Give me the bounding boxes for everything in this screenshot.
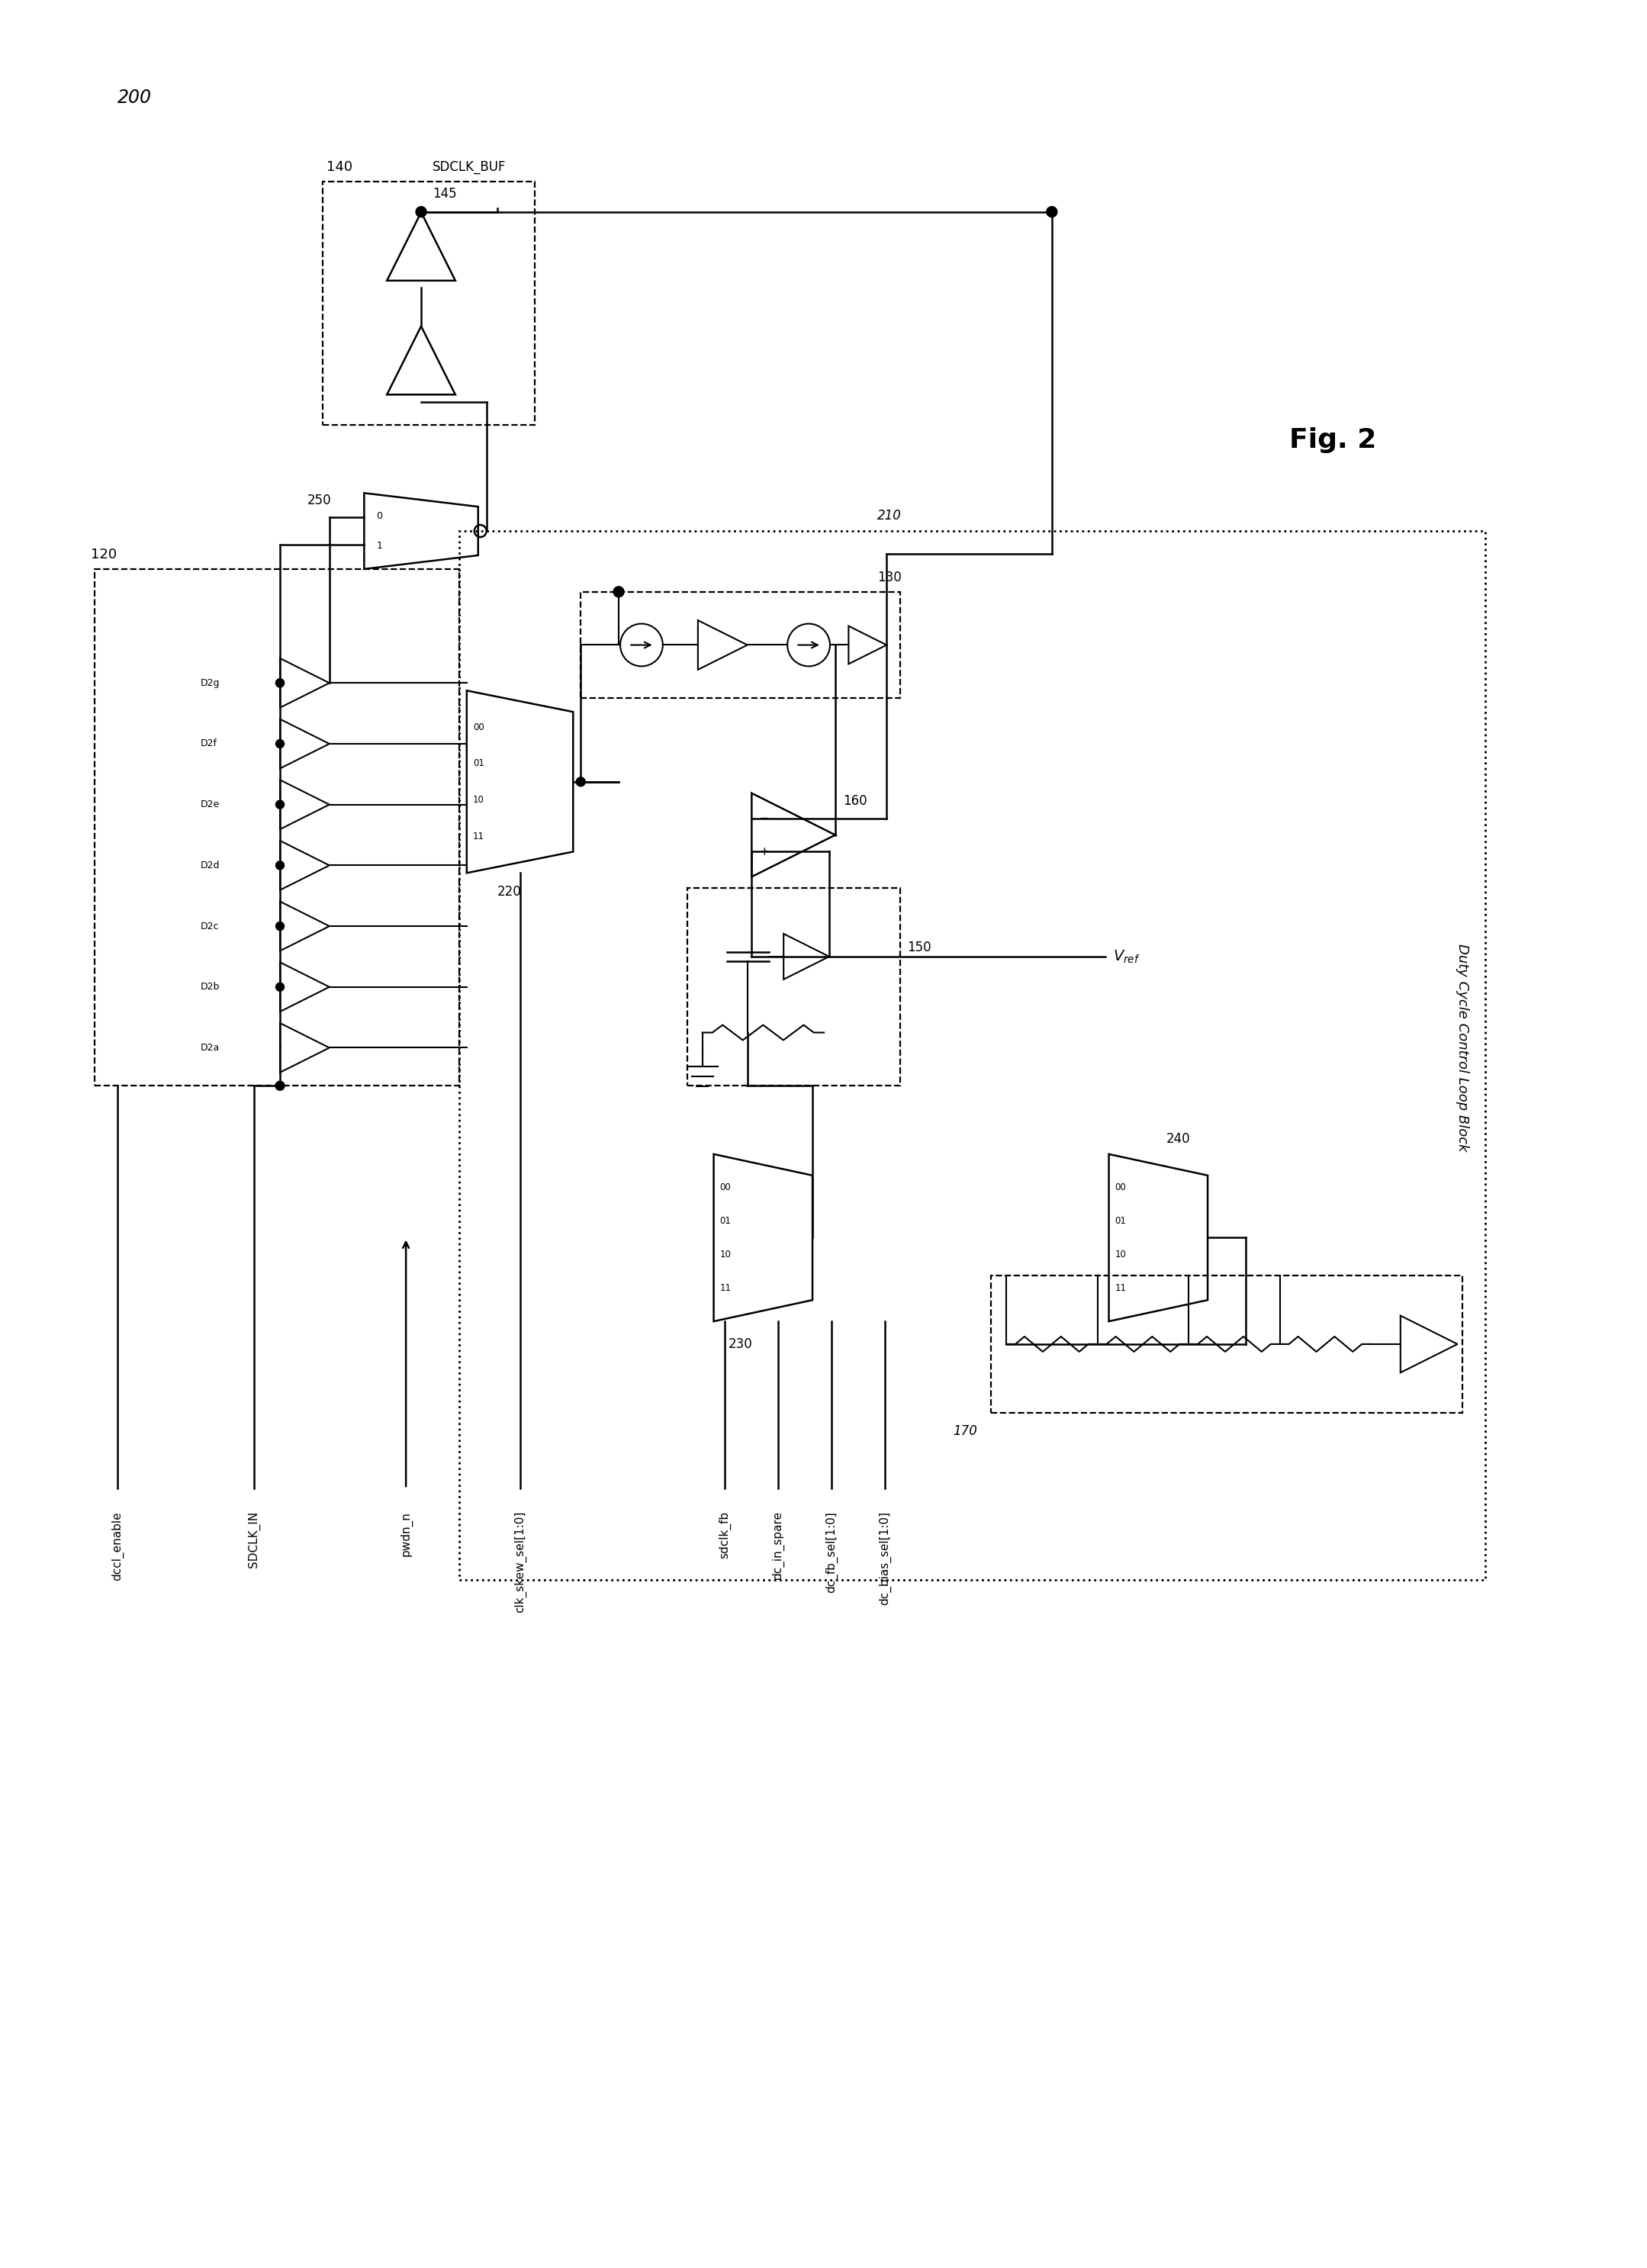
Text: +: +: [759, 846, 769, 857]
Text: D2b: D2b: [201, 982, 221, 991]
Circle shape: [275, 862, 285, 869]
Bar: [94, 569, 460, 1086]
Text: 250: 250: [306, 494, 331, 508]
Text: 145: 145: [433, 186, 456, 200]
Text: D2d: D2d: [201, 860, 221, 871]
Circle shape: [275, 801, 285, 810]
Text: dccl_enable: dccl_enable: [110, 1510, 124, 1581]
Text: D2g: D2g: [201, 678, 221, 687]
Text: D2e: D2e: [201, 801, 221, 810]
Text: 230: 230: [728, 1338, 753, 1352]
Circle shape: [576, 778, 585, 787]
Text: 00: 00: [1115, 1182, 1127, 1193]
Text: clk_skew_sel[1:0]: clk_skew_sel[1:0]: [514, 1510, 525, 1613]
Text: sdclk_fb: sdclk_fb: [718, 1510, 731, 1558]
Text: 120: 120: [91, 547, 117, 562]
Text: dc_in_spare: dc_in_spare: [772, 1510, 784, 1581]
Text: SDCLK_BUF: SDCLK_BUF: [433, 161, 506, 175]
Text: 1: 1: [376, 542, 382, 551]
Bar: [581, 592, 899, 699]
Circle shape: [275, 739, 285, 748]
Text: 11: 11: [1115, 1284, 1127, 1293]
Text: $V_{ref}$: $V_{ref}$: [1113, 948, 1140, 964]
Circle shape: [275, 923, 285, 930]
Text: 130: 130: [878, 572, 901, 585]
Circle shape: [275, 678, 285, 687]
Text: SDCLK_IN: SDCLK_IN: [247, 1510, 260, 1567]
Text: pwdn_n: pwdn_n: [400, 1510, 412, 1556]
Bar: [991, 1275, 1463, 1413]
Text: D2a: D2a: [201, 1043, 221, 1052]
Text: 10: 10: [1115, 1250, 1127, 1259]
Text: 220: 220: [497, 885, 522, 898]
Text: 200: 200: [117, 88, 152, 107]
Text: 10: 10: [720, 1250, 731, 1259]
Text: dc_fb_sel[1:0]: dc_fb_sel[1:0]: [825, 1510, 838, 1592]
Circle shape: [275, 982, 285, 991]
Text: 11: 11: [473, 832, 484, 841]
Bar: [323, 181, 535, 424]
Circle shape: [613, 587, 624, 596]
Text: −: −: [759, 812, 769, 823]
Circle shape: [1046, 206, 1057, 218]
Text: 160: 160: [843, 794, 866, 807]
Circle shape: [415, 206, 427, 218]
Text: 11: 11: [720, 1284, 731, 1293]
Text: 01: 01: [1115, 1216, 1127, 1227]
Text: dc_bias_sel[1:0]: dc_bias_sel[1:0]: [878, 1510, 891, 1606]
Text: 210: 210: [878, 508, 901, 522]
Text: D2c: D2c: [201, 921, 219, 932]
Text: D2f: D2f: [201, 739, 217, 748]
Text: 00: 00: [720, 1182, 731, 1193]
Text: 00: 00: [473, 721, 484, 733]
Text: 0: 0: [376, 510, 382, 522]
Text: 170: 170: [954, 1424, 977, 1438]
Text: Fig. 2: Fig. 2: [1290, 426, 1377, 454]
Bar: [687, 889, 899, 1086]
Text: 150: 150: [907, 941, 932, 955]
Bar: [460, 531, 1486, 1581]
Text: 10: 10: [473, 796, 484, 805]
Text: 01: 01: [473, 758, 484, 769]
Circle shape: [275, 1082, 285, 1091]
Text: 01: 01: [720, 1216, 731, 1227]
Circle shape: [275, 678, 285, 687]
Text: Duty Cycle Control Loop Block: Duty Cycle Control Loop Block: [1456, 943, 1469, 1152]
Text: 140: 140: [326, 161, 352, 175]
Text: 240: 240: [1166, 1132, 1191, 1145]
